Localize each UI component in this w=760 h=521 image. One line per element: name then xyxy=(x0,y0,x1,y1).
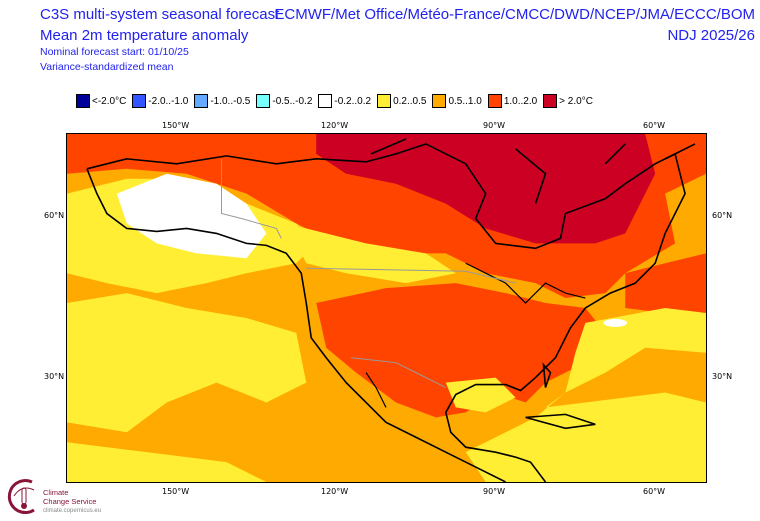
anomaly-region-low xyxy=(67,293,307,433)
lat-tick: 30°N xyxy=(712,372,733,381)
lon-tick: 120°W xyxy=(321,487,349,496)
lon-tick: 90°W xyxy=(483,487,506,496)
legend-label: -0.2..0.2 xyxy=(334,95,372,107)
method-label: Variance-standardized mean xyxy=(40,61,174,73)
thermometer-logo-icon xyxy=(7,479,35,515)
anomaly-map xyxy=(66,133,707,483)
lon-tick: 150°W xyxy=(162,487,190,496)
legend-label: -0.5..-0.2 xyxy=(272,95,313,107)
coastlines xyxy=(86,138,696,482)
legend-label: <-2.0°C xyxy=(92,95,127,107)
color-legend: <-2.0°C -2.0..-1.0 -1.0..-0.5 -0.5..-0.2 -0.… xyxy=(76,94,599,108)
lat-tick: 30°N xyxy=(44,372,65,381)
legend-item: 0.5..1.0 xyxy=(432,94,482,108)
lon-tick: 120°W xyxy=(321,121,349,130)
anomaly-region-low xyxy=(67,442,267,482)
anomaly-region-very-high xyxy=(316,134,656,244)
legend-swatch xyxy=(318,94,333,108)
legend-swatch xyxy=(432,94,447,108)
legend-label: -1.0..-0.5 xyxy=(210,95,251,107)
anomaly-region-high xyxy=(316,283,606,418)
legend-label: -2.0..-1.0 xyxy=(148,95,189,107)
legend-item: -1.0..-0.5 xyxy=(194,94,250,108)
lon-tick: 90°W xyxy=(483,121,506,130)
legend-item: > 2.0°C xyxy=(543,94,593,108)
logo-url[interactable]: climate.copernicus.eu xyxy=(43,508,102,514)
anomaly-region-low xyxy=(465,308,706,482)
lat-tick: 60°N xyxy=(44,211,65,220)
legend-swatch xyxy=(487,94,502,108)
legend-item: 0.2..0.5 xyxy=(377,94,426,108)
figure-subtitle: Mean 2m temperature anomaly xyxy=(40,27,249,44)
figure-title: C3S multi-system seasonal forecast xyxy=(40,6,280,23)
logo-line1: Climate xyxy=(43,488,69,497)
legend-label: 0.5..1.0 xyxy=(448,95,482,107)
legend-swatch xyxy=(377,94,392,108)
anomaly-region-low xyxy=(445,377,516,413)
centres-label: ECMWF/Met Office/Météo-France/CMCC/DWD/N… xyxy=(274,6,755,23)
legend-item: <-2.0°C xyxy=(76,94,126,108)
anomaly-region-neutral xyxy=(603,318,628,327)
legend-label: 1.0..2.0 xyxy=(503,95,538,107)
borders xyxy=(221,158,516,388)
legend-item: -0.2..0.2 xyxy=(318,94,371,108)
legend-swatch xyxy=(76,94,90,108)
lat-tick: 60°N xyxy=(712,211,733,220)
legend-label: 0.2..0.5 xyxy=(393,95,427,107)
legend-swatch xyxy=(543,94,558,108)
legend-swatch xyxy=(194,94,209,108)
legend-item: -0.5..-0.2 xyxy=(256,94,312,108)
legend-label: > 2.0°C xyxy=(559,95,593,107)
lon-tick: 60°W xyxy=(643,121,666,130)
period-label: NDJ 2025/26 xyxy=(667,27,755,44)
legend-item: 1.0..2.0 xyxy=(487,94,538,108)
lon-tick: 60°W xyxy=(643,487,666,496)
copernicus-logo xyxy=(4,476,44,521)
legend-swatch xyxy=(132,94,147,108)
forecast-start: Nominal forecast start: 01/10/25 xyxy=(40,46,189,58)
lon-tick: 150°W xyxy=(162,121,190,130)
legend-swatch xyxy=(256,94,271,108)
logo-line2: Change Service xyxy=(43,497,97,506)
legend-item: -2.0..-1.0 xyxy=(132,94,188,108)
